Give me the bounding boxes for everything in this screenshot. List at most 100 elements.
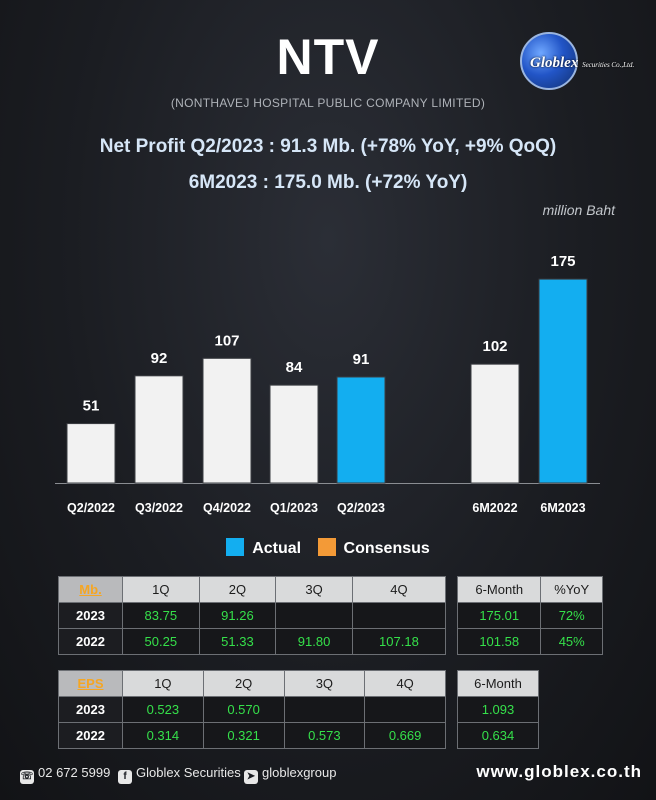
col-header-2q: 2Q <box>202 670 285 697</box>
chart-legend: Actual Consensus <box>0 538 656 558</box>
x-tick-label-6m2022: 6M2022 <box>472 501 517 515</box>
telegram-name: globlexgroup <box>262 765 337 780</box>
table-cell <box>364 696 446 723</box>
data-label-q2-2022: 51 <box>83 398 100 415</box>
facebook-icon: f <box>118 770 132 784</box>
bar-q3-2022 <box>134 375 184 484</box>
data-label-q2-2023: 91 <box>353 351 370 368</box>
page-title: NTV <box>276 29 380 85</box>
table-cell: 91.26 <box>198 602 277 629</box>
col-header-6month: 6-Month <box>456 576 542 603</box>
table-cell <box>275 602 353 629</box>
legend-item-consensus: Consensus <box>317 538 430 558</box>
table-row: 2023 0.523 0.570 <box>58 696 446 723</box>
data-label-6m2023: 175 <box>550 253 575 270</box>
phone-number: 02 672 5999 <box>38 765 111 780</box>
table-header-row: EPS 1Q 2Q 3Q 4Q <box>58 670 446 697</box>
table-cell: 0.314 <box>122 722 204 749</box>
data-label-q4-2022: 107 <box>214 332 239 349</box>
table-cell: 175.01 <box>456 602 542 629</box>
table-header-row: 6-Month %YoY <box>456 576 603 603</box>
globlex-logo <box>520 32 578 90</box>
phone-icon: ☏ <box>20 770 34 784</box>
legend-swatch-consensus <box>317 538 336 556</box>
logo-text: Globlex Securities Co.,Ltd. <box>530 55 640 72</box>
table-cell: 91.80 <box>275 628 353 655</box>
bar-q4-2022 <box>202 357 252 484</box>
table-row: 101.58 45% <box>456 628 603 655</box>
data-label-q3-2022: 92 <box>151 350 168 367</box>
table-cell: 101.58 <box>456 628 542 655</box>
table-header-row: Mb. 1Q 2Q 3Q 4Q <box>58 576 447 603</box>
table-cell: 50.25 <box>122 628 200 655</box>
table-row: 2023 83.75 91.26 <box>58 602 447 629</box>
footer-telegram[interactable]: ➤ globlexgroup <box>244 765 336 784</box>
logo-name: Globlex <box>530 55 579 71</box>
x-tick-label-q2-2022: Q2/2022 <box>67 501 115 515</box>
footer: ☏ 02 672 5999 f Globlex Securities ➤ globle… <box>0 762 656 786</box>
col-header-3q: 3Q <box>275 576 353 603</box>
legend-item-actual: Actual <box>226 538 301 558</box>
table-cell: 0.669 <box>364 722 446 749</box>
net-profit-table: Mb. 1Q 2Q 3Q 4Q 2023 83.75 91.26 2022 50… <box>58 576 447 655</box>
table-row: 2022 50.25 51.33 91.80 107.18 <box>58 628 447 655</box>
facebook-name: Globlex Securities <box>136 765 241 780</box>
table-cell: 107.18 <box>351 628 447 655</box>
row-year: 2022 <box>58 722 123 749</box>
website-link[interactable]: www.globlex.co.th <box>476 762 642 781</box>
x-tick-label-q3-2022: Q3/2022 <box>135 501 183 515</box>
table-header-row: 6-Month <box>457 670 539 697</box>
footer-facebook[interactable]: f Globlex Securities <box>118 765 241 784</box>
table-row: 175.01 72% <box>456 602 603 629</box>
bar-q2-2023 <box>336 376 386 484</box>
table-cell: 0.634 <box>457 722 539 749</box>
x-tick-label-6m2023: 6M2023 <box>540 501 585 515</box>
table-corner-eps: EPS <box>58 670 123 697</box>
table-row: 1.093 <box>457 696 539 723</box>
unit-label: million Baht <box>542 202 615 218</box>
legend-label-actual: Actual <box>252 540 302 557</box>
table-cell: 72% <box>540 602 603 629</box>
telegram-icon: ➤ <box>244 770 258 784</box>
col-header-2q: 2Q <box>198 576 277 603</box>
legend-label-consensus: Consensus <box>343 540 430 557</box>
headline-6m: 6M2023 : 175.0 Mb. (+72% YoY) <box>188 172 468 193</box>
table-cell: 0.321 <box>202 722 285 749</box>
col-header-4q: 4Q <box>351 576 447 603</box>
table-row: 2022 0.314 0.321 0.573 0.669 <box>58 722 446 749</box>
table-row: 0.634 <box>457 722 539 749</box>
x-tick-label-q4-2022: Q4/2022 <box>203 501 251 515</box>
bar-6m2023 <box>538 278 588 484</box>
col-header-yoy: %YoY <box>540 576 603 603</box>
footer-phone[interactable]: ☏ 02 672 5999 <box>20 765 110 784</box>
row-year: 2023 <box>58 602 123 629</box>
headline-quarter: Net Profit Q2/2023 : 91.3 Mb. (+78% YoY,… <box>99 136 557 157</box>
col-header-6month: 6-Month <box>457 670 539 697</box>
logo-sub: Securities Co.,Ltd. <box>582 61 635 69</box>
bar-q2-2022 <box>66 423 116 484</box>
net-profit-6m-table: 6-Month %YoY 175.01 72% 101.58 45% <box>456 576 603 655</box>
table-cell: 83.75 <box>122 602 200 629</box>
eps-6m-table: 6-Month 1.093 0.634 <box>457 670 539 749</box>
row-year: 2022 <box>58 628 123 655</box>
table-cell: 0.523 <box>122 696 204 723</box>
data-label-q1-2023: 84 <box>286 359 303 376</box>
row-year: 2023 <box>58 696 123 723</box>
legend-swatch-actual <box>226 538 245 556</box>
table-cell: 0.570 <box>202 696 285 723</box>
col-header-3q: 3Q <box>283 670 366 697</box>
company-name: (NONTHAVEJ HOSPITAL PUBLIC COMPANY LIMIT… <box>170 96 486 110</box>
table-cell <box>283 696 366 723</box>
bar-6m2022 <box>470 363 520 484</box>
eps-table: EPS 1Q 2Q 3Q 4Q 2023 0.523 0.570 2022 0.… <box>58 670 446 749</box>
net-profit-bar-chart: 51 Q2/2022 92 Q3/2022 107 Q4/2022 84 Q1/2023 91 Q… <box>55 253 600 515</box>
bar-q1-2023 <box>269 384 319 484</box>
x-tick-label-q2-2023: Q2/2023 <box>337 501 385 515</box>
col-header-1q: 1Q <box>122 670 204 697</box>
col-header-4q: 4Q <box>364 670 446 697</box>
table-cell <box>351 602 447 629</box>
table-corner-mb: Mb. <box>58 576 123 603</box>
data-label-6m2022: 102 <box>482 338 507 355</box>
x-tick-label-q1-2023: Q1/2023 <box>270 501 318 515</box>
table-cell: 1.093 <box>457 696 539 723</box>
